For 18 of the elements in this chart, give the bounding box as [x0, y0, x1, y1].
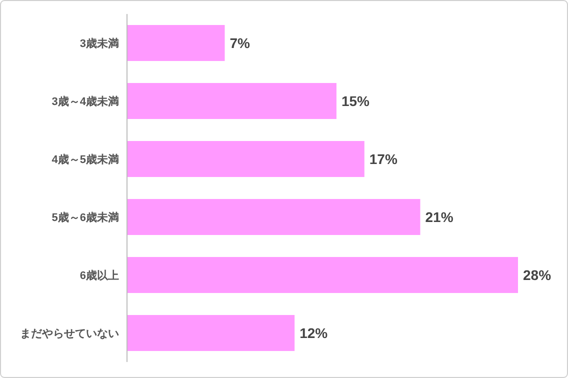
data-label: 15%: [341, 93, 370, 109]
data-label: 12%: [300, 325, 328, 341]
y-tick-label: 4歳～5歳未満: [52, 153, 119, 166]
bar: [127, 83, 336, 119]
bar: [127, 315, 295, 351]
bar: [127, 257, 518, 293]
data-label: 28%: [523, 267, 552, 283]
data-label: 7%: [230, 35, 251, 51]
data-label: 17%: [369, 151, 398, 167]
data-label: 21%: [425, 209, 454, 225]
bar: [127, 25, 225, 61]
bar: [127, 199, 420, 235]
bar: [127, 141, 364, 177]
y-tick-label: 6歳以上: [80, 269, 119, 282]
y-tick-label: 5歳～6歳未満: [52, 211, 119, 224]
y-tick-label: 3歳未満: [80, 37, 119, 50]
y-tick-label: まだやらせていない: [20, 328, 119, 340]
y-tick-label: 3歳～4歳未満: [52, 95, 119, 108]
